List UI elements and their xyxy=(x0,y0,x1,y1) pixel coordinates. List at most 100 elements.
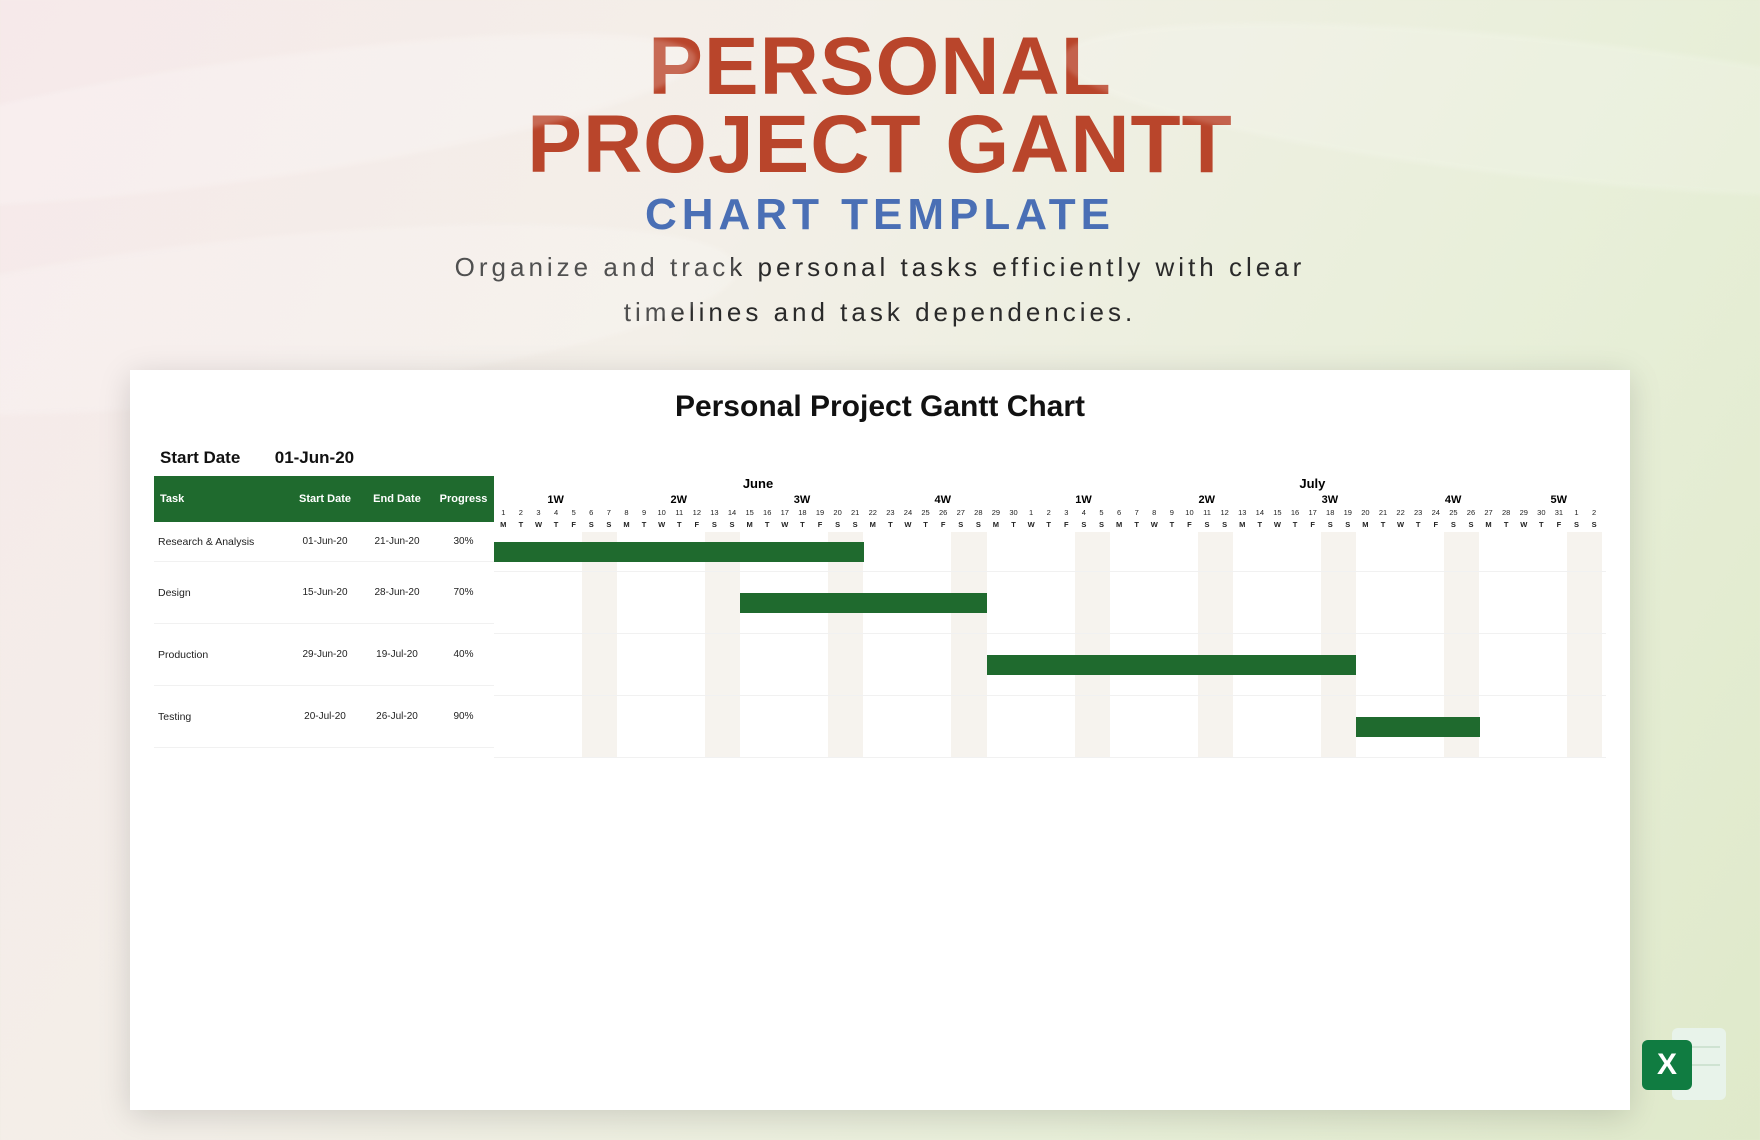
day-number: 29 xyxy=(1514,508,1532,520)
timeline-row xyxy=(494,532,1606,572)
day-number: 20 xyxy=(1356,508,1374,520)
dow-letter: S xyxy=(1444,520,1462,532)
dow-letter: T xyxy=(881,520,899,532)
week-label: 4W xyxy=(864,494,1022,508)
day-number: 8 xyxy=(617,508,635,520)
dow-letter: T xyxy=(916,520,934,532)
task-end: 21-Jun-20 xyxy=(361,536,433,547)
day-number: 27 xyxy=(1479,508,1497,520)
dow-letter: M xyxy=(1356,520,1374,532)
gantt-bar xyxy=(740,593,986,613)
dow-letter: M xyxy=(987,520,1005,532)
task-row: Design15-Jun-2028-Jun-2070% xyxy=(154,562,494,624)
day-number: 24 xyxy=(899,508,917,520)
day-number: 7 xyxy=(600,508,618,520)
dow-letter: W xyxy=(776,520,794,532)
dow-letter: S xyxy=(846,520,864,532)
day-number: 6 xyxy=(1110,508,1128,520)
dow-letter: S xyxy=(1567,520,1585,532)
dow-letter: M xyxy=(1110,520,1128,532)
task-table: Task Start Date End Date Progress Resear… xyxy=(154,476,494,758)
day-number: 25 xyxy=(1444,508,1462,520)
day-number: 21 xyxy=(846,508,864,520)
day-number: 18 xyxy=(793,508,811,520)
day-number: 23 xyxy=(1409,508,1427,520)
day-number: 30 xyxy=(1004,508,1022,520)
day-number: 1 xyxy=(1022,508,1040,520)
dow-letter: S xyxy=(1215,520,1233,532)
day-number: 7 xyxy=(1127,508,1145,520)
day-number: 3 xyxy=(529,508,547,520)
dow-letter: F xyxy=(1550,520,1568,532)
day-number: 17 xyxy=(776,508,794,520)
dow-letter: S xyxy=(1092,520,1110,532)
timeline-body xyxy=(494,532,1606,758)
week-label: 3W xyxy=(740,494,863,508)
dow-letter: S xyxy=(723,520,741,532)
task-end: 19-Jul-20 xyxy=(361,649,433,660)
day-number: 26 xyxy=(934,508,952,520)
day-number: 2 xyxy=(1585,508,1603,520)
day-number: 1 xyxy=(494,508,512,520)
dow-letter: F xyxy=(1303,520,1321,532)
dow-letter: T xyxy=(1409,520,1427,532)
dow-letter: T xyxy=(1004,520,1022,532)
dow-letter: M xyxy=(863,520,881,532)
start-date-meta: Start Date 01-Jun-20 xyxy=(154,448,1606,468)
week-label: 4W xyxy=(1392,494,1515,508)
day-number: 11 xyxy=(1198,508,1216,520)
dow-letter: W xyxy=(652,520,670,532)
day-number: 24 xyxy=(1426,508,1444,520)
excel-icon-badge: X xyxy=(1642,1040,1692,1090)
timeline-day-numbers: 1234567891011121314151617181920212223242… xyxy=(494,508,1606,520)
day-number: 14 xyxy=(1251,508,1269,520)
day-number: 22 xyxy=(863,508,881,520)
day-number: 5 xyxy=(1092,508,1110,520)
dow-letter: F xyxy=(1057,520,1075,532)
dow-letter: F xyxy=(1180,520,1198,532)
task-name: Testing xyxy=(154,711,289,723)
dow-letter: T xyxy=(1251,520,1269,532)
day-number: 6 xyxy=(582,508,600,520)
day-number: 10 xyxy=(1180,508,1198,520)
dow-letter: T xyxy=(1039,520,1057,532)
dow-letter: W xyxy=(1514,520,1532,532)
week-label: 2W xyxy=(1145,494,1268,508)
task-start: 20-Jul-20 xyxy=(289,711,361,722)
month-label: July xyxy=(1022,476,1603,494)
week-label: 5W xyxy=(1515,494,1603,508)
day-number: 2 xyxy=(512,508,530,520)
dow-letter: M xyxy=(494,520,512,532)
dow-letter: S xyxy=(1075,520,1093,532)
day-number: 27 xyxy=(951,508,969,520)
timeline-day-of-week: MTWTFSSMTWTFSSMTWTFSSMTWTFSSMTWTFSSMTWTF… xyxy=(494,520,1606,532)
day-number: 2 xyxy=(1039,508,1057,520)
task-table-header: Task Start Date End Date Progress xyxy=(154,476,494,522)
dow-letter: W xyxy=(1391,520,1409,532)
day-number: 31 xyxy=(1550,508,1568,520)
day-number: 1 xyxy=(1567,508,1585,520)
dow-letter: T xyxy=(758,520,776,532)
day-number: 16 xyxy=(1286,508,1304,520)
task-progress: 40% xyxy=(433,649,494,660)
day-number: 5 xyxy=(564,508,582,520)
day-number: 9 xyxy=(635,508,653,520)
dow-letter: F xyxy=(688,520,706,532)
dow-letter: T xyxy=(547,520,565,532)
dow-letter: W xyxy=(899,520,917,532)
dow-letter: T xyxy=(670,520,688,532)
task-name: Research & Analysis xyxy=(154,536,289,548)
task-start: 01-Jun-20 xyxy=(289,536,361,547)
day-number: 23 xyxy=(881,508,899,520)
day-number: 21 xyxy=(1374,508,1392,520)
dow-letter: T xyxy=(1374,520,1392,532)
week-label: 2W xyxy=(617,494,740,508)
week-label: 1W xyxy=(1022,494,1145,508)
task-progress: 90% xyxy=(433,711,494,722)
dow-letter: W xyxy=(529,520,547,532)
week-label: 3W xyxy=(1268,494,1391,508)
dow-letter: S xyxy=(951,520,969,532)
task-end: 26-Jul-20 xyxy=(361,711,433,722)
task-progress: 30% xyxy=(433,536,494,547)
dow-letter: T xyxy=(1127,520,1145,532)
